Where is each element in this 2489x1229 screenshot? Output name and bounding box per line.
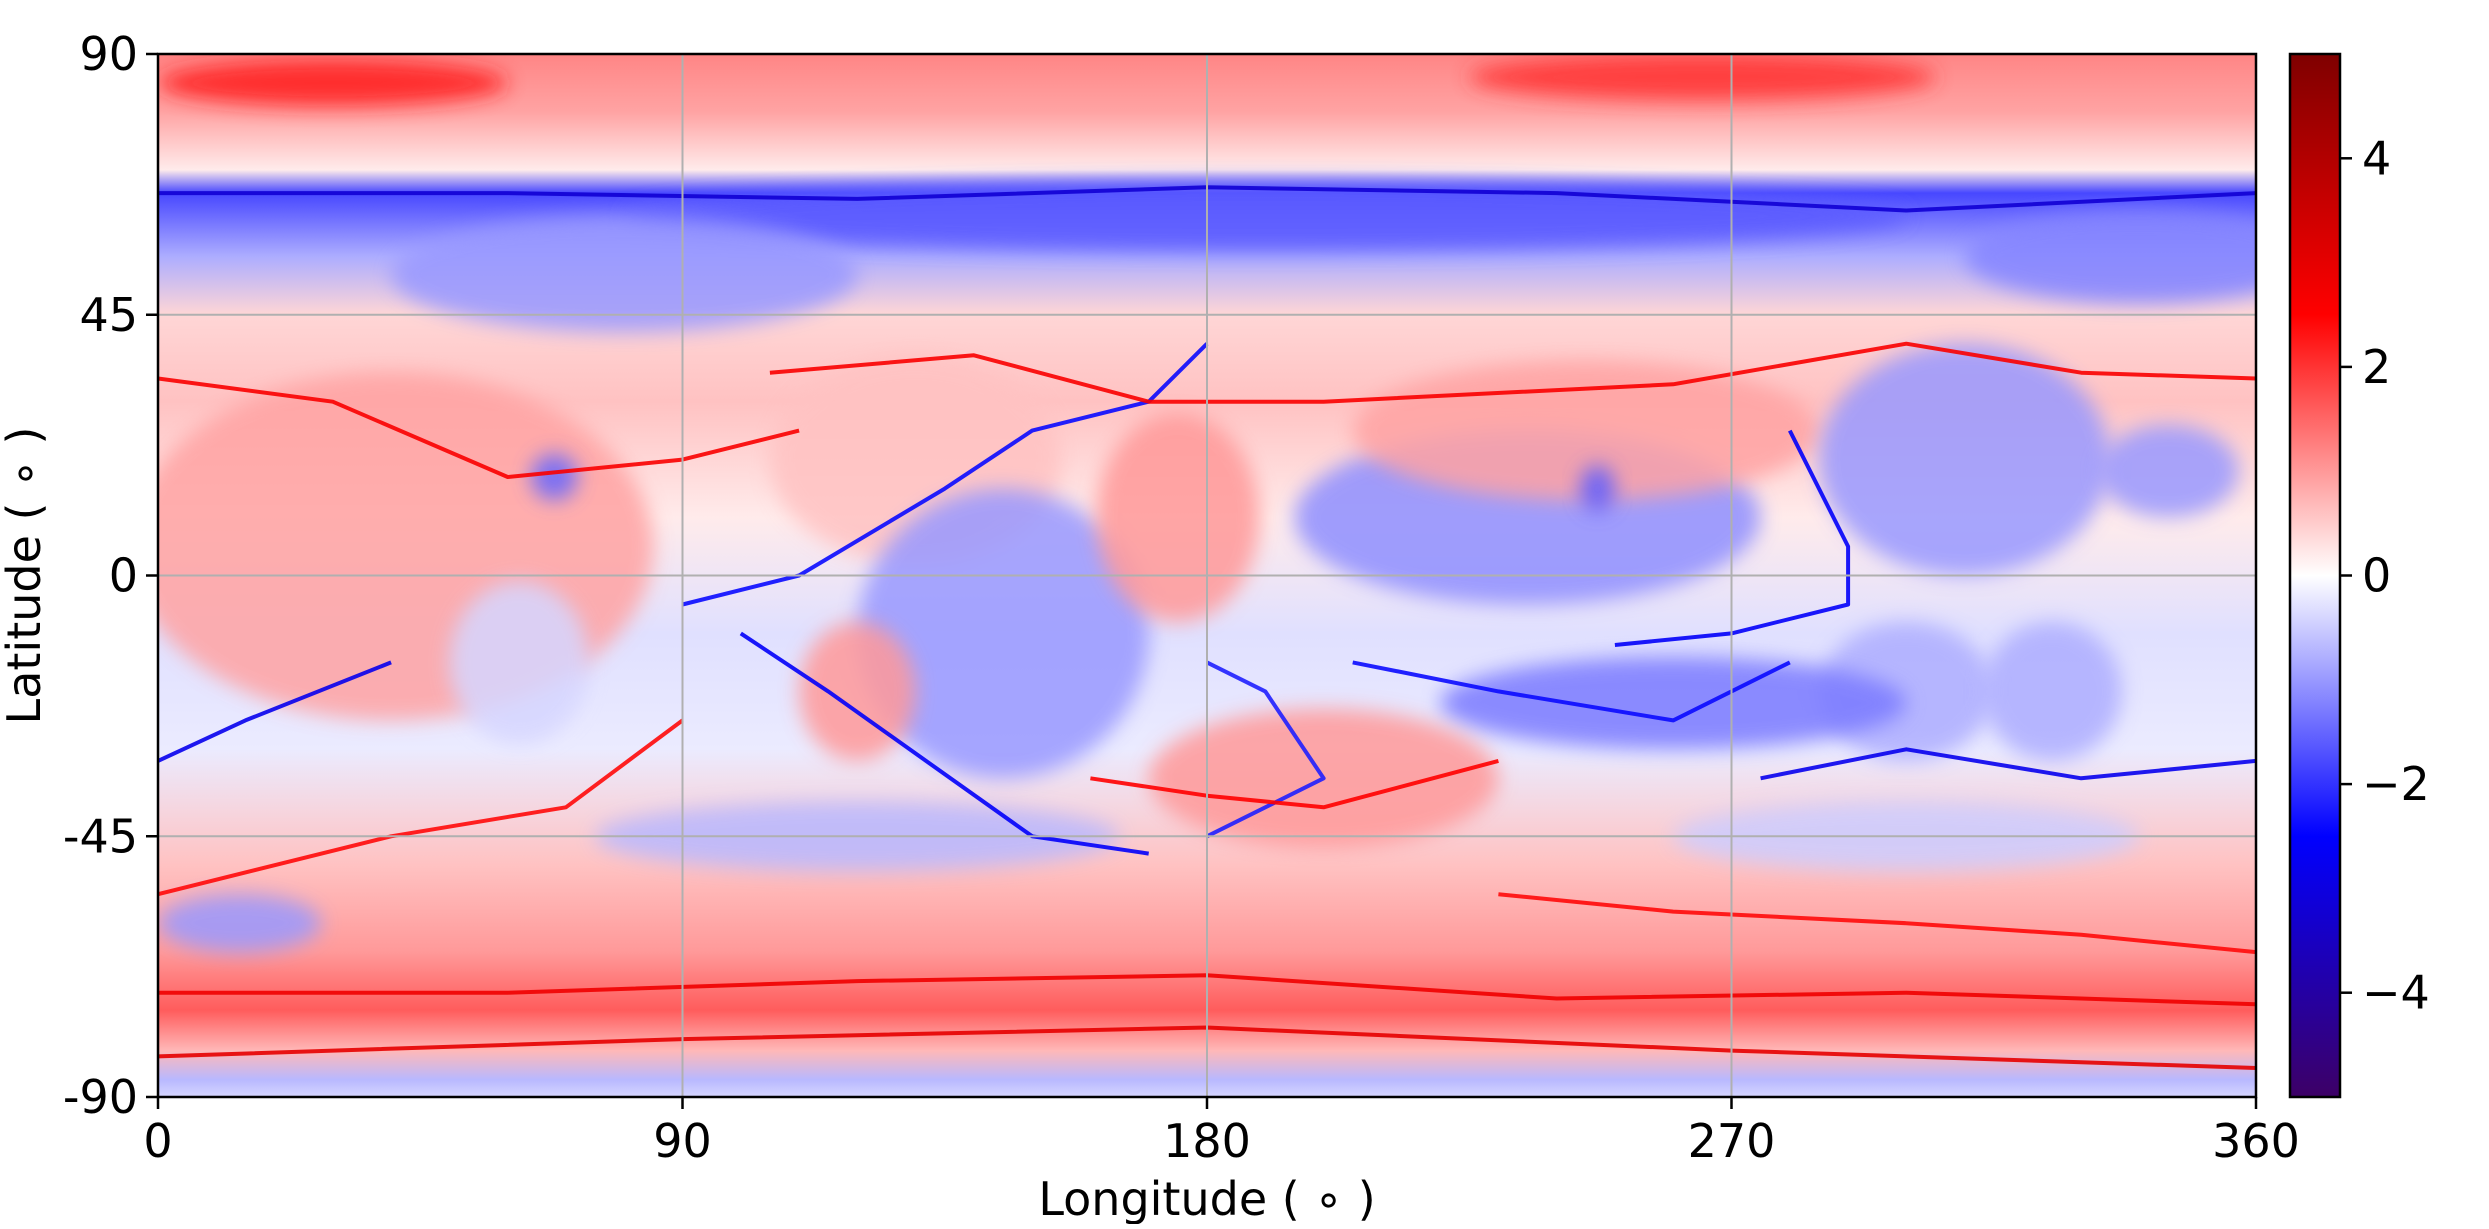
y-tick-label: 90 bbox=[79, 27, 138, 81]
x-tick-label: 180 bbox=[1163, 1114, 1251, 1168]
front-line bbox=[158, 376, 800, 479]
y-tick-label: -90 bbox=[63, 1070, 138, 1124]
colorbar-tick-label: 2 bbox=[2362, 340, 2391, 394]
front-line bbox=[1090, 758, 1499, 810]
colorbar-gradient bbox=[2288, 52, 2342, 1099]
field-feature bbox=[857, 488, 1149, 779]
y-tick-label: -45 bbox=[63, 809, 138, 863]
front-line bbox=[1498, 892, 2256, 955]
front-line bbox=[769, 341, 2256, 404]
front-line bbox=[158, 660, 392, 763]
field-feature bbox=[624, 181, 1907, 252]
front-line bbox=[1614, 429, 1851, 647]
field-feature bbox=[391, 216, 858, 333]
field-feature bbox=[1579, 465, 1615, 512]
field-feature bbox=[1469, 54, 1936, 101]
axes-labels: Longitude ( ∘ ) Latitude ( ∘ ) bbox=[0, 427, 1376, 1226]
x-tick-label: 360 bbox=[2212, 1114, 2300, 1168]
x-axis-label: Longitude ( ∘ ) bbox=[1038, 1172, 1375, 1224]
y-axis-label: Latitude ( ∘ ) bbox=[0, 427, 51, 725]
y-tick-label: 45 bbox=[79, 288, 138, 342]
field-feature bbox=[1096, 413, 1260, 622]
field-feature bbox=[158, 59, 508, 107]
front-line bbox=[1760, 747, 2256, 781]
field-feature bbox=[1964, 210, 2256, 304]
field-feature bbox=[1982, 621, 2122, 761]
field-feature bbox=[1440, 656, 1907, 750]
y-tick-label: 0 bbox=[109, 549, 138, 603]
ticks: 0 90 180 270 360 90 45 0 -45 -90 bbox=[63, 27, 2300, 1168]
plot-area: 0 90 180 270 360 90 45 0 -45 -90 bbox=[63, 27, 2300, 1168]
colorbar-tick-label: −2 bbox=[2362, 757, 2430, 811]
field-feature bbox=[449, 581, 590, 744]
field-feature bbox=[1818, 343, 2111, 576]
front-line bbox=[682, 342, 1209, 607]
colorbar-tick-label: 0 bbox=[2362, 549, 2391, 603]
colorbar: 4 2 0 −2 −4 bbox=[2288, 52, 2430, 1099]
x-tick-label: 0 bbox=[143, 1114, 172, 1168]
x-tick-label: 90 bbox=[653, 1114, 712, 1168]
front-line bbox=[158, 718, 684, 897]
field-feature bbox=[530, 453, 578, 501]
front-line bbox=[739, 631, 1149, 856]
field-feature bbox=[158, 894, 322, 953]
field-feature bbox=[799, 621, 916, 761]
colorbar-tick-label: −4 bbox=[2362, 966, 2430, 1020]
colorbar-tick-label: 4 bbox=[2362, 131, 2391, 185]
x-tick-label: 270 bbox=[1688, 1114, 1776, 1168]
field-feature bbox=[2098, 424, 2239, 518]
front-line bbox=[1206, 660, 1326, 839]
